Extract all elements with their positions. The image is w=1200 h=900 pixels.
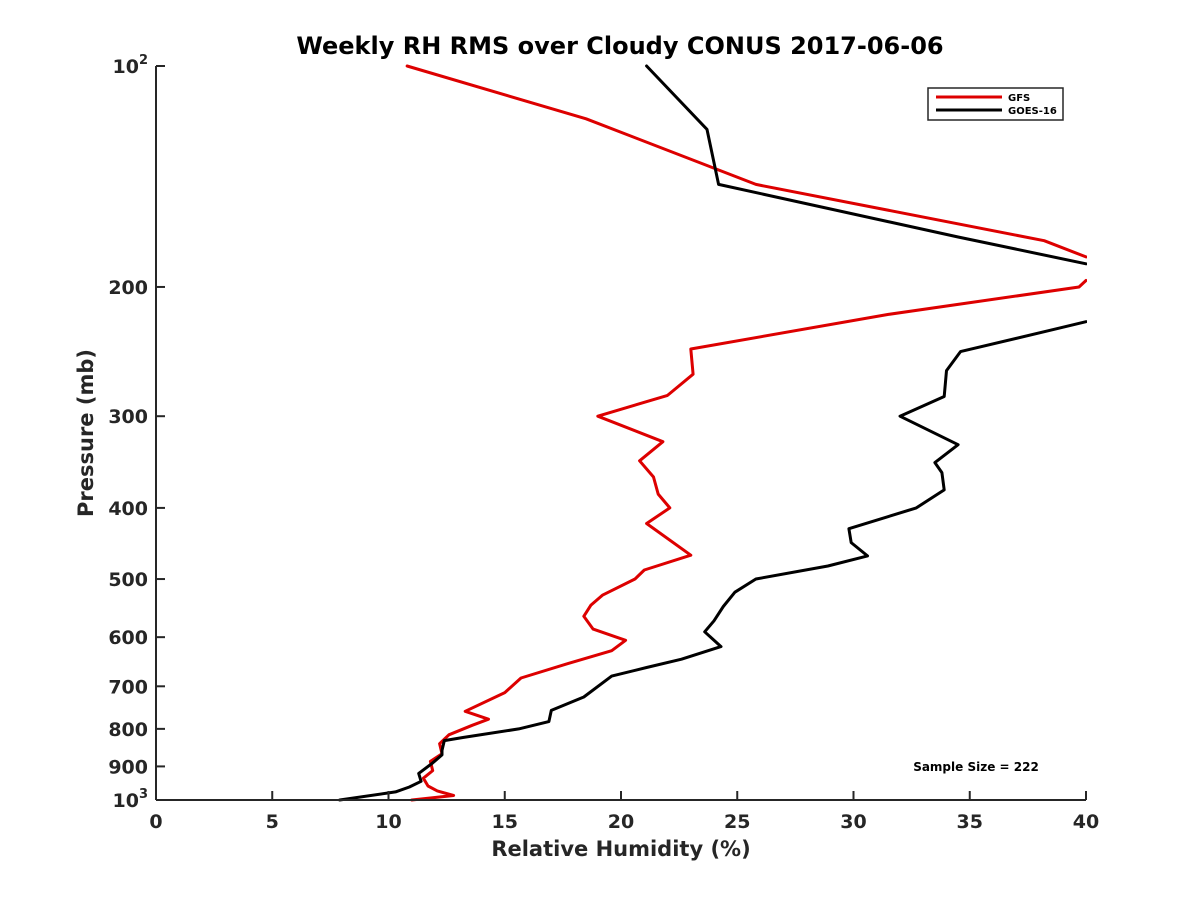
legend-label-goes16: GOES-16 [1008,106,1057,117]
x-tick-label: 10 [375,811,401,833]
legend-label-gfs: GFS [1008,93,1030,104]
y-tick-label: 400 [108,498,148,520]
sample-size-annotation: Sample Size = 222 [913,760,1039,774]
legend: GFS GOES-16 [927,87,1064,121]
x-tick-label: 0 [149,811,162,833]
y-tick-label: 700 [108,676,148,698]
plot-lines [338,64,1087,802]
y-tick-label: 800 [108,719,148,741]
x-tick-label: 20 [608,811,634,833]
x-axis-label: Relative Humidity (%) [491,837,750,861]
series-line-goes16-seg0 [645,64,1087,266]
y-tick-label: 900 [108,756,148,778]
y-tick-label: 600 [108,627,148,649]
x-tick-label: 30 [840,811,866,833]
x-tick-label: 5 [266,811,279,833]
series-line-gfs-seg0 [405,64,1087,259]
y-tick-label: 500 [108,569,148,591]
chart-title: Weekly RH RMS over Cloudy CONUS 2017-06-… [296,32,943,60]
series-line-goes16-seg1 [338,320,1087,802]
y-tick-label: 200 [108,277,148,299]
x-tick-label: 15 [492,811,518,833]
x-tick-label: 40 [1073,811,1099,833]
x-tick-label: 25 [724,811,750,833]
legend-box [927,87,1064,121]
y-axis-label: Pressure (mb) [74,349,98,517]
y-tick-label: 300 [108,406,148,428]
series-line-gfs-seg1 [410,279,1087,802]
x-axis-ticks: 0 5 10 15 20 25 30 35 40 [149,791,1099,833]
x-tick-label: 35 [957,811,983,833]
